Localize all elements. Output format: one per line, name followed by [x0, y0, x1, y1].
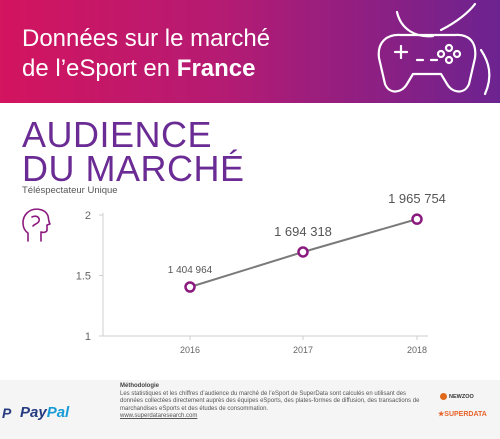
gamepad-icon [377, 2, 491, 96]
data-label: 1 694 318 [274, 224, 332, 239]
newzoo-text: NEWZOO [449, 393, 474, 400]
paypal-logo-icon: P [2, 405, 12, 421]
data-label: 1 404 964 [168, 265, 213, 276]
paypal-text-b: Pal [46, 404, 70, 421]
banner-title-line1: Données sur le marché [22, 25, 271, 52]
footer [0, 380, 500, 439]
methodology-title: Méthodologie [120, 383, 159, 389]
methodology-text: Les statistiques et les chiffres d’audie… [120, 390, 420, 412]
y-tick-label: 1 [85, 331, 91, 343]
section-title: AUDIENCE DU MARCHÉ [22, 117, 245, 189]
y-tick-label: 2 [85, 210, 91, 222]
section-title-line1: AUDIENCE [22, 114, 213, 155]
x-tick-label: 2017 [293, 345, 313, 355]
methodology: Méthodologie Les statistiques et les chi… [120, 383, 425, 421]
section-title-line2: DU MARCHÉ [22, 148, 245, 189]
newzoo-logo: NEWZOO [440, 393, 474, 400]
superdata-text: SUPERDATA [444, 411, 487, 418]
x-tick-label: 2018 [407, 345, 427, 355]
header-banner: Données sur le marché de l’eSport en Fra… [0, 0, 500, 103]
methodology-link[interactable]: www.superdataresearch.com [120, 413, 198, 419]
data-point [184, 281, 196, 293]
paypal-logo: PayPal [20, 404, 69, 421]
banner-title-line2-prefix: de l’eSport en [22, 55, 177, 82]
data-point [297, 246, 309, 258]
banner-title: Données sur le marché de l’eSport en Fra… [22, 24, 352, 84]
data-point [411, 213, 423, 225]
banner-title-line2-bold: France [176, 55, 256, 82]
superdata-logo: ★SUPERDATA [438, 411, 487, 418]
y-tick-label: 1.5 [76, 271, 91, 283]
newzoo-dot-icon [440, 393, 447, 400]
x-tick-label: 2016 [180, 345, 200, 355]
data-label: 1 965 754 [388, 191, 446, 206]
paypal-text-a: Pay [20, 404, 47, 421]
head-profile-icon [22, 208, 51, 242]
chart-subtitle: Téléspectateur Unique [22, 185, 118, 196]
